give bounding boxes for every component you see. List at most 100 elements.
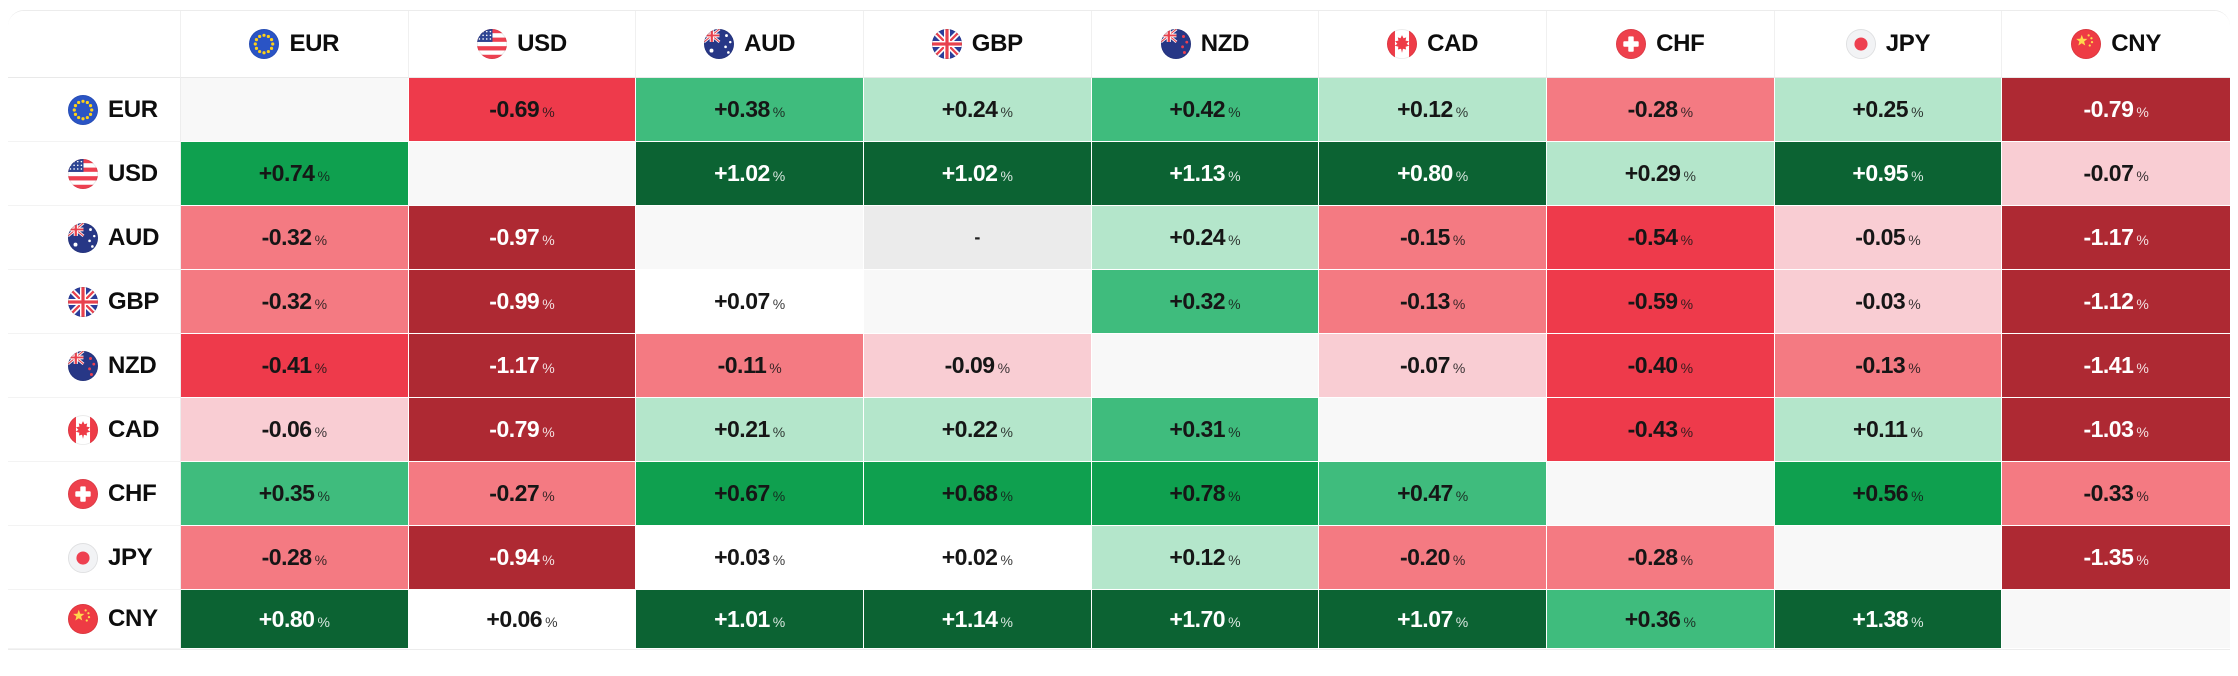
cell-gbp-jpy[interactable]: -0.03% [1774,270,2003,334]
cell-value: +0.95 [1852,160,1909,186]
cell-chf-cny[interactable]: -0.33% [2002,462,2230,526]
cell-value: -0.97 [489,224,540,250]
cell-cad-aud[interactable]: +0.21% [636,398,864,462]
cell-usd-nzd[interactable]: +1.13% [1091,142,1320,206]
cell-chf-cad[interactable]: +0.47% [1319,462,1547,526]
cell-chf-nzd[interactable]: +0.78% [1091,462,1320,526]
cell-jpy-usd[interactable]: -0.94% [408,526,637,590]
cell-eur-gbp[interactable]: +0.24% [864,78,1092,142]
cell-eur-usd[interactable]: -0.69% [408,78,637,142]
cell-gbp-cad[interactable]: -0.13% [1319,270,1547,334]
column-header-gbp: GBP [864,11,1092,78]
cell-jpy-aud[interactable]: +0.03% [636,526,864,590]
cell-usd-gbp[interactable]: +1.02% [864,142,1092,206]
cell-cny-eur[interactable]: +0.80% [181,590,409,649]
cell-value-wrap: -0.79% [2083,96,2148,123]
cell-cny-chf[interactable]: +0.36% [1547,590,1775,649]
cell-jpy-gbp[interactable]: +0.02% [864,526,1092,590]
cell-aud-gbp[interactable]: - [864,206,1092,270]
cell-chf-aud[interactable]: +0.67% [636,462,864,526]
cell-value: +0.80 [258,605,315,632]
cell-cad-jpy[interactable]: +0.11% [1774,398,2003,462]
cell-chf-usd[interactable]: -0.27% [408,462,637,526]
cell-aud-chf[interactable]: -0.54% [1547,206,1775,270]
cell-usd-cny[interactable]: -0.07% [2002,142,2230,206]
cell-aud-usd[interactable]: -0.97% [408,206,637,270]
cell-cad-eur[interactable]: -0.06% [181,398,409,462]
cell-aud-jpy[interactable]: -0.05% [1774,206,2003,270]
column-header-label: USD [517,30,567,57]
cell-usd-jpy[interactable]: +0.95% [1774,142,2003,206]
row-header-label: CHF [108,479,157,507]
cell-eur-cny[interactable]: -0.79% [2002,78,2230,142]
cell-gbp-eur[interactable]: -0.32% [181,270,409,334]
cell-gbp-cny[interactable]: -1.12% [2002,270,2230,334]
cell-cny-gbp[interactable]: +1.14% [864,590,1092,649]
cell-eur-chf[interactable]: -0.28% [1547,78,1775,142]
cell-jpy-chf[interactable]: -0.28% [1547,526,1775,590]
percent-sign: % [2136,104,2149,120]
column-header-label: AUD [744,30,796,57]
cell-nzd-aud[interactable]: -0.11% [636,334,864,398]
cell-cny-usd[interactable]: +0.06% [408,590,637,649]
cell-cad-nzd[interactable]: +0.31% [1091,398,1320,462]
cell-value-wrap: -0.15% [1400,224,1465,251]
cell-eur-jpy[interactable]: +0.25% [1774,78,2003,142]
cell-value-wrap: +1.14% [942,606,1013,633]
cell-chf-jpy[interactable]: +0.56% [1774,462,2003,526]
cell-jpy-cny[interactable]: -1.35% [2002,526,2230,590]
cell-gbp-nzd[interactable]: +0.32% [1091,270,1320,334]
cell-cad-cny[interactable]: -1.03% [2002,398,2230,462]
percent-sign: % [1452,360,1466,376]
cell-cad-usd[interactable]: -0.79% [408,398,637,462]
cell-nzd-cad[interactable]: -0.07% [1319,334,1547,398]
cell-jpy-cad[interactable]: -0.20% [1319,526,1547,590]
cny-flag-icon [2071,29,2102,59]
cell-cny-cad[interactable]: +1.07% [1319,590,1547,649]
cell-cny-aud[interactable]: +1.01% [636,590,864,649]
row-header-label: NZD [108,351,157,379]
cell-chf-eur[interactable]: +0.35% [181,462,409,526]
cell-jpy-eur[interactable]: -0.28% [181,526,409,590]
cell-nzd-chf[interactable]: -0.40% [1547,334,1775,398]
cell-aud-cny[interactable]: -1.17% [2002,206,2230,270]
cell-value: -0.07 [1399,352,1450,378]
cell-usd-chf[interactable]: +0.29% [1547,142,1775,206]
cell-cny-jpy[interactable]: +1.38% [1774,590,2003,649]
cell-usd-aud[interactable]: +1.02% [636,142,864,206]
cell-gbp-usd[interactable]: -0.99% [408,270,637,334]
cell-nzd-gbp[interactable]: -0.09% [864,334,1092,398]
cell-jpy-nzd[interactable]: +0.12% [1091,526,1320,590]
cell-value-wrap: -0.09% [945,352,1010,379]
eur-flag-icon [68,94,98,125]
percent-sign: % [1228,104,1241,120]
cell-value-wrap: +0.74% [259,160,330,187]
cell-eur-nzd[interactable]: +0.42% [1091,78,1320,142]
cell-nzd-jpy[interactable]: -0.13% [1774,334,2003,398]
cell-nzd-eur[interactable]: -0.41% [181,334,409,398]
row-header-eur: EUR [8,78,181,142]
cell-cad-chf[interactable]: -0.43% [1547,398,1775,462]
cell-aud-nzd[interactable]: +0.24% [1091,206,1320,270]
cell-aud-eur[interactable]: -0.32% [181,206,409,270]
cell-eur-cad[interactable]: +0.12% [1319,78,1547,142]
cell-value-wrap: -1.35% [2083,544,2148,571]
cell-chf-gbp[interactable]: +0.68% [864,462,1092,526]
cell-gbp-chf[interactable]: -0.59% [1547,270,1775,334]
matrix-grid: EUR USD AUD GBP NZD CAD CHF JPY CNY EUR -0.69% +0.3… [8,11,2230,649]
cell-usd-cad[interactable]: +0.80% [1319,142,1547,206]
cell-nzd-usd[interactable]: -1.17% [408,334,637,398]
cell-value: +0.35 [258,480,315,506]
cell-eur-aud[interactable]: +0.38% [636,78,864,142]
percent-sign: % [1680,104,1694,120]
cell-gbp-aud[interactable]: +0.07% [636,270,864,334]
cell-cad-gbp[interactable]: +0.22% [864,398,1092,462]
cell-usd-eur[interactable]: +0.74% [181,142,409,206]
cell-value: -0.15 [1399,224,1450,250]
percent-sign: % [1228,488,1241,504]
percent-sign: % [314,296,328,312]
cell-nzd-cny[interactable]: -1.41% [2002,334,2230,398]
cell-value-wrap: +0.80% [259,606,330,633]
cell-aud-cad[interactable]: -0.15% [1319,206,1547,270]
cell-cny-nzd[interactable]: +1.70% [1091,590,1320,649]
